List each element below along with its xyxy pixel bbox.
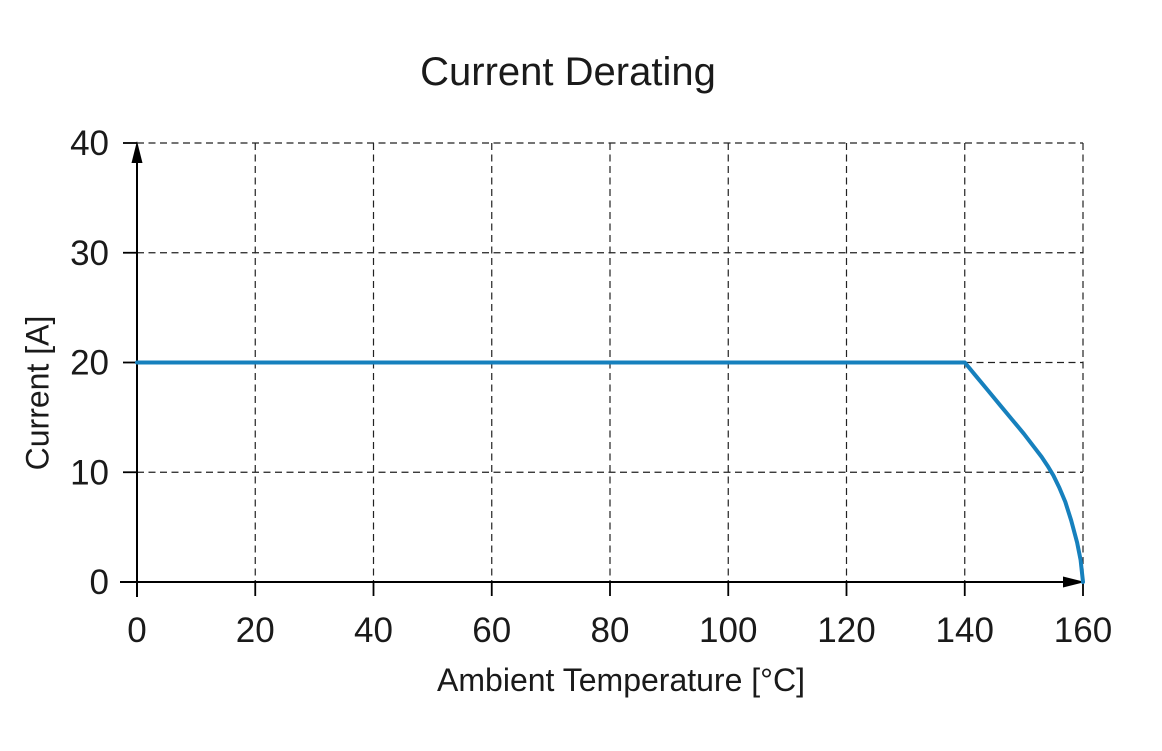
- tick-marks: [123, 142, 1084, 596]
- derating-curve: [135, 360, 1085, 584]
- x-tick-label: 40: [354, 611, 393, 650]
- x-axis-title: Ambient Temperature [°C]: [437, 662, 805, 698]
- chart-title: Current Derating: [420, 50, 716, 94]
- x-tick-label: 120: [817, 611, 875, 650]
- y-axis-arrowhead-icon: [131, 141, 143, 163]
- y-tick-label: 30: [70, 234, 109, 273]
- x-tick-label: 160: [1054, 611, 1112, 650]
- y-tick-label: 20: [70, 344, 109, 383]
- y-tick-label: 40: [70, 124, 109, 163]
- y-tick-label: 10: [70, 453, 109, 492]
- x-axis-arrowhead-icon: [1063, 576, 1085, 588]
- tick-labels: 0 20 40 60 80 100 120 140 160 0 10 20 30 40: [70, 124, 1112, 650]
- x-tick-label: 0: [127, 611, 146, 650]
- y-tick-label: 0: [90, 563, 109, 602]
- y-axis-title: Current [A]: [19, 315, 56, 471]
- x-tick-label: 100: [699, 611, 757, 650]
- axes: [120, 141, 1085, 597]
- x-tick-label: 80: [591, 611, 630, 650]
- x-tick-label: 140: [936, 611, 994, 650]
- x-tick-label: 20: [236, 611, 275, 650]
- x-tick-label: 60: [472, 611, 511, 650]
